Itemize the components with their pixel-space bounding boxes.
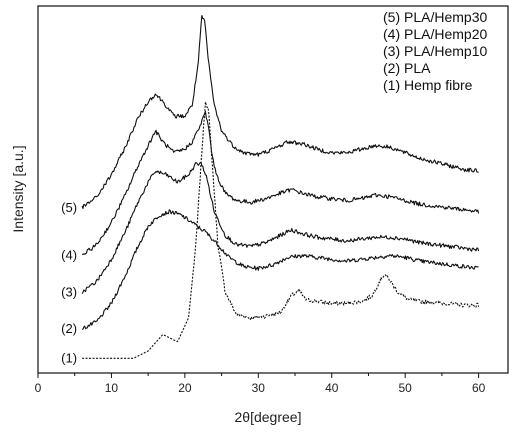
y-axis-title: Intensity [a.u.] xyxy=(10,145,26,232)
x-tick-label: 60 xyxy=(472,381,486,395)
curve-label-3: (3) xyxy=(61,284,77,299)
x-tick-label: 0 xyxy=(35,381,42,395)
curve-label-4: (4) xyxy=(61,248,77,263)
series-line-5 xyxy=(81,15,479,210)
x-tick-label: 30 xyxy=(252,381,266,395)
legend-entry: (1) Hemp fibre xyxy=(383,77,473,93)
series-line-3 xyxy=(81,161,480,294)
legend-entry: (2) PLA xyxy=(383,60,431,76)
series-line-1 xyxy=(82,101,480,359)
legend-entry: (4) PLA/Hemp20 xyxy=(383,26,487,42)
legend: (5) PLA/Hemp30(4) PLA/Hemp20(3) PLA/Hemp… xyxy=(383,9,487,93)
plot-frame xyxy=(37,5,509,374)
x-axis-ticks: 0 10 20 30 40 50 60 xyxy=(35,373,486,395)
x-tick-label: 40 xyxy=(325,381,339,395)
x-axis-title: 2θ[degree] xyxy=(235,409,302,425)
plot-area: (1) (2) (3) (4) (5) xyxy=(37,5,509,374)
series-line-2 xyxy=(81,209,479,330)
series-line-4 xyxy=(81,110,480,255)
curve-label-1: (1) xyxy=(61,350,77,365)
curve-label-5: (5) xyxy=(61,200,77,215)
x-tick-label: 50 xyxy=(399,381,413,395)
legend-entry: (5) PLA/Hemp30 xyxy=(383,9,487,25)
x-tick-label: 10 xyxy=(105,381,119,395)
x-tick-label: 20 xyxy=(178,381,192,395)
legend-entry: (3) PLA/Hemp10 xyxy=(383,43,487,59)
curve-label-2: (2) xyxy=(61,321,77,336)
